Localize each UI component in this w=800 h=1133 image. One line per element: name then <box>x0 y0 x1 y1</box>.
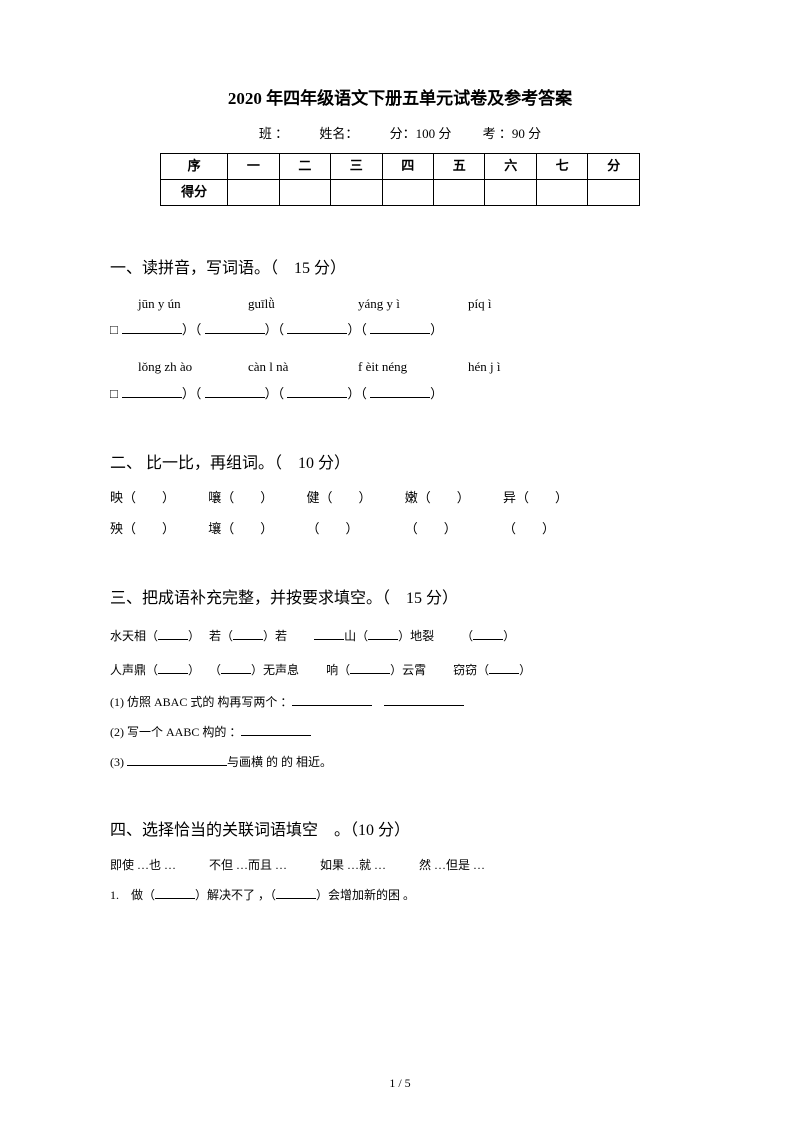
score-table: 序 一 二 三 四 五 六 七 分 得分 <box>160 153 640 206</box>
s3-q-text: (1) 仿照 ABAC 式的 构再写两个 ： <box>110 695 292 709</box>
td-blank <box>382 179 433 205</box>
s3-line: 人声鼎（） （）无声息 响（）云霄 窃窃（） <box>110 658 690 682</box>
blank-row: □ ）（ ）（ ）（ ） <box>110 320 690 341</box>
pinyin: f èit néng <box>358 357 468 378</box>
meta-time: 考 ：90 分 <box>483 126 542 141</box>
s2-char: 嚷（ <box>208 490 234 505</box>
s3-line: 水天相（） 若（）若 山（）地裂 （） <box>110 624 690 648</box>
s4-q-text: ）解决不了 ，（ <box>195 888 276 902</box>
th-4: 四 <box>382 153 433 179</box>
pinyin: càn l nà <box>248 357 358 378</box>
s2-char: （ <box>503 521 516 536</box>
td-blank <box>228 179 279 205</box>
s3-q1: (1) 仿照 ABAC 式的 构再写两个 ： <box>110 692 690 712</box>
s3-q3: (3) 与画横 的 的 相近。 <box>110 752 690 772</box>
section-2: 二、 比一比，再组词。（ 10 分） 映（ ） 嚷（ ） 健（ ） 嫩（ ） 异… <box>110 451 690 540</box>
s2-char: 异（ <box>503 490 529 505</box>
th-3: 三 <box>331 153 382 179</box>
s3-text: 若（ <box>209 629 233 643</box>
meta-full: 分：100 分 <box>390 126 452 141</box>
s4-opt: 然 …但是 … <box>419 858 485 872</box>
th-6: 六 <box>485 153 536 179</box>
s4-opt: 即使 …也 … <box>110 858 176 872</box>
s3-text: 水天相（ <box>110 629 158 643</box>
pinyin: guīlǜ <box>248 294 358 315</box>
page-title: 2020 年四年级语文下册五单元试卷及参考答案 <box>110 85 690 112</box>
s3-q-text: 与画横 的 的 相近。 <box>227 755 332 769</box>
s2-char: 壤（ <box>208 521 234 536</box>
meta-row: 班 ： 姓名： 分：100 分 考 ：90 分 <box>110 124 690 145</box>
pinyin: píq ì <box>468 294 578 315</box>
section-1: 一、读拼音，写词语。（ 15 分） jūn y ún guīlǜ yáng y … <box>110 256 690 405</box>
s2-char: 嫩（ <box>405 490 431 505</box>
s3-text: 山（ <box>344 629 368 643</box>
s2-char: （ <box>405 521 418 536</box>
s2-char: 映（ <box>110 490 136 505</box>
s4-q-text: ）会增加新的困 。 <box>316 888 415 902</box>
s4-opt: 如果 …就 … <box>320 858 386 872</box>
s4-q1: 1. 做（ ）解决不了 ，（ ）会增加新的困 。 <box>110 885 690 905</box>
s4-options: 即使 …也 … 不但 …而且 … 如果 …就 … 然 …但是 … <box>110 856 690 875</box>
s2-char: 殃（ <box>110 521 136 536</box>
th-5: 五 <box>434 153 485 179</box>
box-icon: □ <box>110 384 118 405</box>
td-score-label: 得分 <box>161 179 228 205</box>
td-blank <box>485 179 536 205</box>
th-7: 七 <box>536 153 587 179</box>
th-2: 二 <box>279 153 330 179</box>
td-blank <box>279 179 330 205</box>
s1-title: 一、读拼音，写词语。（ 15 分） <box>110 256 690 282</box>
s3-text: 人声鼎（ <box>110 663 158 677</box>
pinyin: jūn y ún <box>138 294 248 315</box>
s3-text: ）地裂 <box>398 629 434 643</box>
s3-text: ）无声息 <box>251 663 299 677</box>
s3-text: 窃窃（ <box>453 663 489 677</box>
td-blank <box>536 179 587 205</box>
table-row: 得分 <box>161 179 640 205</box>
box-icon: □ <box>110 320 118 341</box>
s4-q-text: 1. 做（ <box>110 888 155 902</box>
th-score: 分 <box>588 153 640 179</box>
page-number: 1 / 5 <box>0 1074 800 1093</box>
s3-text: 响（ <box>326 663 350 677</box>
s4-opt: 不但 …而且 … <box>209 858 287 872</box>
td-blank <box>434 179 485 205</box>
pinyin: hén j ì <box>468 357 578 378</box>
s4-title: 四、选择恰当的关联词语填空 。（10 分） <box>110 818 690 844</box>
th-seq: 序 <box>161 153 228 179</box>
s2-char: 健（ <box>307 490 333 505</box>
section-3: 三、把成语补充完整，并按要求填空。（ 15 分） 水天相（） 若（）若 山（）地… <box>110 586 690 772</box>
pinyin: lǒng zh ào <box>138 357 248 378</box>
s2-row: 映（ ） 嚷（ ） 健（ ） 嫩（ ） 异（ ） <box>110 488 690 509</box>
meta-class: 班 ： <box>259 126 288 141</box>
s3-text: （ <box>461 629 473 643</box>
pinyin: yáng y ì <box>358 294 468 315</box>
s2-row: 殃（ ） 壤（ ） （ ） （ ） （ ） <box>110 519 690 540</box>
td-blank <box>588 179 640 205</box>
s3-q-text: (2) 写一个 AABC 构的 ： <box>110 725 241 739</box>
s3-title: 三、把成语补充完整，并按要求填空。（ 15 分） <box>110 586 690 612</box>
td-blank <box>331 179 382 205</box>
s3-text: ）若 <box>263 629 287 643</box>
blank-row: □ ）（ ）（ ）（ ） <box>110 384 690 405</box>
table-row: 序 一 二 三 四 五 六 七 分 <box>161 153 640 179</box>
s3-q2: (2) 写一个 AABC 构的 ： <box>110 722 690 742</box>
s3-q-text: (3) <box>110 755 127 769</box>
meta-name: 姓名： <box>319 126 358 141</box>
pinyin-row: jūn y ún guīlǜ yáng y ì píq ì <box>110 294 690 315</box>
pinyin-row: lǒng zh ào càn l nà f èit néng hén j ì <box>110 357 690 378</box>
th-1: 一 <box>228 153 279 179</box>
s2-char: （ <box>307 521 320 536</box>
s3-text: ）云霄 <box>390 663 426 677</box>
s3-text: （ <box>209 663 221 677</box>
section-4: 四、选择恰当的关联词语填空 。（10 分） 即使 …也 … 不但 …而且 … 如… <box>110 818 690 905</box>
s2-title: 二、 比一比，再组词。（ 10 分） <box>110 451 690 477</box>
